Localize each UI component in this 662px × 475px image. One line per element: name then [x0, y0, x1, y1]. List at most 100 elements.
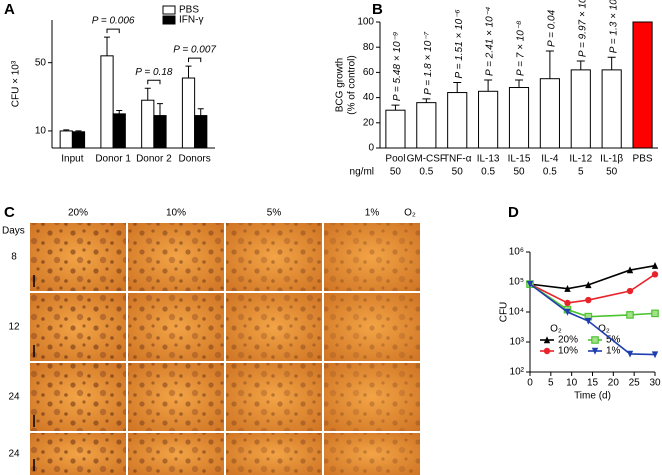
bar	[181, 77, 196, 149]
bar	[71, 131, 86, 149]
data-point	[564, 308, 571, 316]
legend-marker	[591, 336, 599, 344]
dose-label: 50	[513, 167, 525, 178]
dose-label: 50	[452, 167, 464, 178]
p-value: P = 0.006	[92, 16, 135, 27]
legend-swatch	[162, 5, 176, 15]
error-bar	[116, 109, 123, 114]
x-tick-label: 0	[527, 378, 533, 389]
y-axis-label: (% of control)	[347, 55, 358, 114]
p-value: P = 1.3 × 10⁻⁵	[608, 0, 619, 53]
micrograph-texture	[30, 293, 126, 361]
dose-label: 0.5	[419, 167, 433, 178]
error-bar	[545, 50, 554, 79]
series-line	[529, 283, 656, 356]
bracket	[188, 57, 202, 63]
dose-label: 0.5	[481, 167, 495, 178]
micrograph-texture	[30, 433, 126, 475]
x-tick-label: Donor 2	[136, 154, 172, 165]
error-bar	[75, 130, 82, 132]
bar	[153, 115, 167, 149]
data-point	[626, 266, 634, 274]
data-point	[626, 350, 634, 358]
rows-label: Days	[2, 226, 25, 237]
data-point	[626, 311, 634, 319]
y-tick-label: 10⁴	[509, 307, 524, 318]
dose-label: 5	[578, 167, 584, 178]
x-tick-label: 5	[548, 378, 554, 389]
row-label: 24	[8, 449, 20, 460]
data-point	[564, 284, 571, 292]
data-point	[651, 309, 659, 318]
micrograph-texture	[324, 433, 420, 475]
x-tick-label: 20	[608, 378, 620, 389]
micrograph-texture	[226, 363, 322, 431]
p-value: P = 1.51 × 10⁻⁶	[454, 9, 465, 78]
bar	[447, 92, 468, 149]
x-tick-label: Pool	[385, 154, 405, 165]
p-value: P = 0.007	[173, 45, 216, 56]
p-value: P = 5.48 × 10⁻⁹	[392, 32, 403, 101]
dose-label: 50	[390, 167, 402, 178]
y-tick-label: 50	[35, 57, 47, 68]
y-tick-label: 10³	[510, 337, 525, 348]
legend-label: IFN-γ	[179, 15, 203, 26]
row-label: 8	[11, 252, 17, 263]
bracket	[147, 79, 161, 85]
x-tick-label: Input	[61, 154, 83, 165]
x-tick-label: IL-15	[508, 154, 531, 165]
y-tick-label: 60	[363, 67, 375, 78]
y-axis-label: BCG growth	[335, 58, 346, 112]
bar	[478, 90, 499, 149]
bar	[59, 130, 73, 149]
row-label: 24	[8, 392, 20, 403]
legend-label: 20%	[558, 335, 578, 346]
data-point	[564, 299, 571, 307]
micrograph-texture	[226, 433, 322, 475]
bar	[100, 55, 114, 149]
legend-label: 1%	[606, 346, 621, 357]
error-bar	[391, 104, 400, 111]
error-bar	[515, 79, 523, 88]
bar	[385, 109, 406, 149]
panel-label: D	[508, 204, 519, 221]
x-tick-label: IL-4	[541, 154, 559, 165]
error-bar	[185, 65, 192, 79]
column-label: 5%	[267, 208, 282, 219]
x-tick-label: Donors	[179, 154, 211, 165]
error-bar	[422, 98, 431, 103]
p-value: P = 7 × 10⁻⁸	[516, 21, 527, 76]
data-point	[651, 351, 659, 359]
y-axis-label: CFU	[499, 302, 510, 323]
data-point	[651, 271, 659, 278]
x-axis-label: Time (d)	[574, 391, 611, 402]
micrograph-texture	[226, 293, 322, 361]
column-label: 10%	[166, 208, 186, 219]
p-value: P = 0.04	[547, 9, 558, 47]
y-tick-label: 10⁶	[509, 247, 524, 258]
micrograph-texture	[226, 223, 322, 291]
y-tick-label: 100	[357, 17, 374, 28]
series-line	[529, 264, 656, 290]
y-tick-label: 40	[363, 92, 375, 103]
error-bar	[63, 129, 70, 131]
legend-marker	[543, 336, 551, 344]
p-value: P = 0.18	[135, 67, 173, 78]
x-tick-label: 25	[629, 378, 641, 389]
bar	[194, 115, 208, 149]
legend-title: O₂	[598, 324, 610, 335]
p-value: P = 9.97 × 10⁻⁶	[577, 0, 588, 57]
bar	[508, 87, 530, 149]
legend-marker	[591, 347, 599, 355]
legend-marker	[543, 347, 551, 355]
error-bar	[484, 79, 493, 92]
error-bar	[156, 103, 163, 116]
x-tick-label: 10	[566, 378, 578, 389]
legend-label: 10%	[558, 346, 578, 357]
y-tick-label: 80	[363, 42, 375, 53]
p-value: P = 1.8 × 10⁻⁷	[423, 31, 434, 94]
error-bar	[104, 36, 111, 56]
error-bar	[576, 60, 585, 70]
y-tick-label: 20	[363, 117, 375, 128]
